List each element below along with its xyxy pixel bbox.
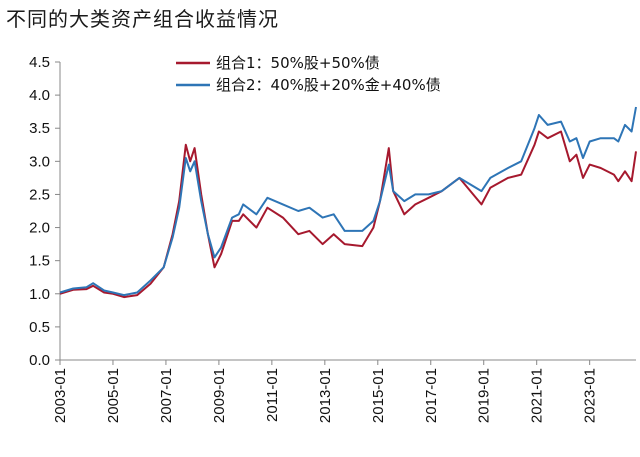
- x-tick-label: 2009-01: [211, 368, 228, 423]
- legend-label-1: 组合1：50%股+50%债: [216, 54, 380, 72]
- series-line-2: [59, 106, 637, 297]
- y-tick-label: 2.0: [29, 220, 50, 237]
- legend-label-2: 组合2：40%股+20%金+40%债: [216, 76, 441, 94]
- y-tick-labels: 0.0 0.5 1.0 1.5 2.0 2.5 3.0 3.5 4.0 4.5: [29, 54, 50, 369]
- y-tick-label: 0.5: [29, 319, 50, 336]
- x-tick-label: 2023-01: [582, 368, 599, 423]
- x-tick-labels: 2003-01 2005-01 2007-01 2009-01 2011-01 2013-…: [52, 368, 599, 423]
- x-tick-label: 2003-01: [52, 368, 69, 423]
- x-tick-label: 2013-01: [317, 368, 334, 423]
- x-tick-label: 2011-01: [264, 368, 281, 422]
- x-tick-label: 2021-01: [529, 368, 546, 423]
- y-tick-label: 3.5: [29, 120, 50, 137]
- chart-title: 不同的大类资产组合收益情况: [6, 7, 279, 31]
- y-tick-label: 0.0: [29, 352, 50, 369]
- x-tick-label: 2007-01: [158, 368, 175, 423]
- x-tick-label: 2015-01: [370, 368, 387, 423]
- y-tick-label: 1.5: [29, 253, 50, 270]
- x-tick-label: 2005-01: [105, 368, 122, 423]
- series-lines: [59, 106, 637, 299]
- x-tick-label: 2019-01: [476, 368, 493, 423]
- x-tick-label: 2017-01: [423, 368, 440, 423]
- y-tick-label: 4.0: [29, 87, 50, 104]
- y-tick-label: 3.0: [29, 153, 50, 170]
- y-tick-label: 4.5: [29, 54, 50, 71]
- y-tick-label: 2.5: [29, 186, 50, 203]
- series-line-1: [59, 130, 637, 299]
- axes: [55, 61, 636, 365]
- y-tick-label: 1.0: [29, 286, 50, 303]
